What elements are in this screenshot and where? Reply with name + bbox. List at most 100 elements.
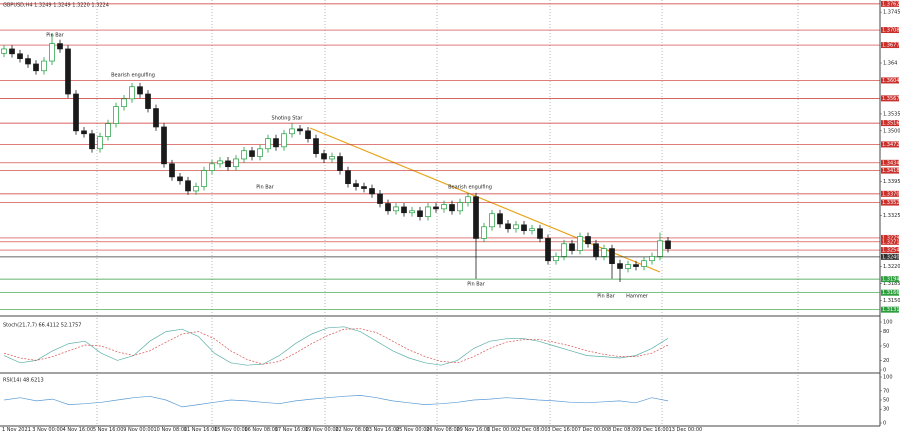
indicator-line xyxy=(3,328,669,365)
x-tick-label: 4 Nov 16:00 xyxy=(63,427,94,433)
candle-body xyxy=(521,224,527,232)
candle-body xyxy=(657,240,663,257)
candle-body xyxy=(513,224,519,230)
x-tick-label: 3 Nov 00:00 xyxy=(32,427,63,433)
y-tick-label: 0 xyxy=(883,421,886,427)
indicator-line xyxy=(3,395,669,408)
candle-body xyxy=(297,128,303,132)
candle-body xyxy=(529,228,535,232)
candle-body xyxy=(209,163,215,171)
candle-body xyxy=(241,150,247,160)
indicator-line xyxy=(3,326,669,366)
candle-body xyxy=(217,160,223,165)
level-label-box xyxy=(881,289,899,296)
level-label: 1.3166 xyxy=(882,290,900,296)
y-tick-label: 80 xyxy=(883,329,889,335)
pattern-annotation: Bearish engulfing xyxy=(448,185,492,191)
x-tick-label: 13 Dec 00:00 xyxy=(669,427,703,433)
candle-body xyxy=(265,138,271,150)
candle-body xyxy=(377,193,383,204)
level-label: 1.3434 xyxy=(882,160,900,166)
candle-body xyxy=(481,226,487,239)
candle-body xyxy=(65,48,71,95)
chart-title: GBPUSD,H4 1.3249 1.3249 1.3220 1.3224 xyxy=(3,3,109,9)
candle-body xyxy=(113,106,119,124)
x-tick-label: 26 Nov 08:00 xyxy=(426,427,460,433)
candle-body xyxy=(337,156,343,171)
level-label-box xyxy=(881,159,899,166)
candle-body xyxy=(17,53,23,59)
candle-body xyxy=(225,160,231,168)
x-tick-label: 1 Dec 00:00 xyxy=(487,427,517,433)
pattern-annotation: Pin Bar xyxy=(467,282,486,288)
y-tick-label: 30 xyxy=(883,407,889,413)
x-tick-label: 1 Nov 2021 xyxy=(2,427,31,433)
x-tick-label: 19 Nov 00:00 xyxy=(305,427,339,433)
y-tick-label: 1.3185 xyxy=(883,281,900,287)
x-tick-label: 29 Nov 16:00 xyxy=(457,427,491,433)
candle-body xyxy=(625,264,631,269)
level-label-box xyxy=(881,199,899,206)
level-label: 1.3604 xyxy=(882,78,900,84)
candle-body xyxy=(25,58,31,65)
candle-body xyxy=(409,210,415,214)
x-tick-label: 8 Dec 08:00 xyxy=(608,427,638,433)
candle-body xyxy=(369,188,375,195)
level-label-box xyxy=(881,0,899,7)
candle-body xyxy=(177,176,183,182)
candle-body xyxy=(193,186,199,192)
level-label-box xyxy=(881,27,899,34)
level-label: 1.3194 xyxy=(882,277,900,283)
level-label: 1.3418 xyxy=(882,168,900,174)
candle-body xyxy=(393,206,399,212)
level-label: 1.3370 xyxy=(882,191,900,197)
candle-body xyxy=(545,238,551,262)
candle-body xyxy=(441,204,447,210)
x-tick-label: 17 Nov 16:00 xyxy=(275,427,309,433)
candle-body xyxy=(593,243,599,257)
candle-body xyxy=(649,256,655,262)
pattern-annotation: Pin Bar xyxy=(46,33,65,39)
candle-body xyxy=(145,93,151,109)
candle-body xyxy=(137,86,143,95)
candle-body xyxy=(257,148,263,157)
x-tick-label: 16 Nov 08:00 xyxy=(244,427,278,433)
candle-body xyxy=(1,48,7,54)
candle-body xyxy=(601,248,607,257)
level-label-box xyxy=(881,234,899,241)
level-label-box xyxy=(881,95,899,102)
candle-body xyxy=(561,243,567,257)
candle-body xyxy=(161,126,167,165)
pattern-annotation: Shoting Star xyxy=(272,116,304,122)
level-label: 1.3254 xyxy=(882,248,900,254)
x-tick-label: 23 Nov 16:00 xyxy=(366,427,400,433)
level-label: 1.3708 xyxy=(882,28,900,34)
y-tick-label: 1.3325 xyxy=(883,213,900,219)
candle-body xyxy=(9,48,15,55)
y-tick-label: 1.3535 xyxy=(883,111,900,117)
trend-line xyxy=(309,127,661,273)
x-tick-label: 9 Dec 16:00 xyxy=(638,427,668,433)
x-tick-label: 3 Dec 16:00 xyxy=(547,427,577,433)
candle-body xyxy=(97,136,103,150)
level-label: 1.3567 xyxy=(882,96,900,102)
candle-body xyxy=(201,170,207,187)
candle-body xyxy=(473,196,479,239)
level-label-box xyxy=(881,141,899,148)
candle-body xyxy=(449,204,455,212)
level-label: 1.3516 xyxy=(882,121,900,127)
y-tick-label: 100 xyxy=(883,375,893,381)
level-label: 1.3677 xyxy=(882,43,900,49)
x-tick-label: 22 Nov 08:00 xyxy=(335,427,369,433)
level-label-box xyxy=(881,167,899,174)
candle-body xyxy=(121,98,127,107)
candle-body xyxy=(33,63,39,72)
y-tick-label: 20 xyxy=(883,358,889,364)
level-label: 1.3279 xyxy=(882,235,900,241)
candle-body xyxy=(57,43,63,50)
candle-body xyxy=(89,133,95,150)
candle-body xyxy=(313,138,319,154)
candle-body xyxy=(385,203,391,212)
level-label: 1.3240 xyxy=(882,254,900,260)
